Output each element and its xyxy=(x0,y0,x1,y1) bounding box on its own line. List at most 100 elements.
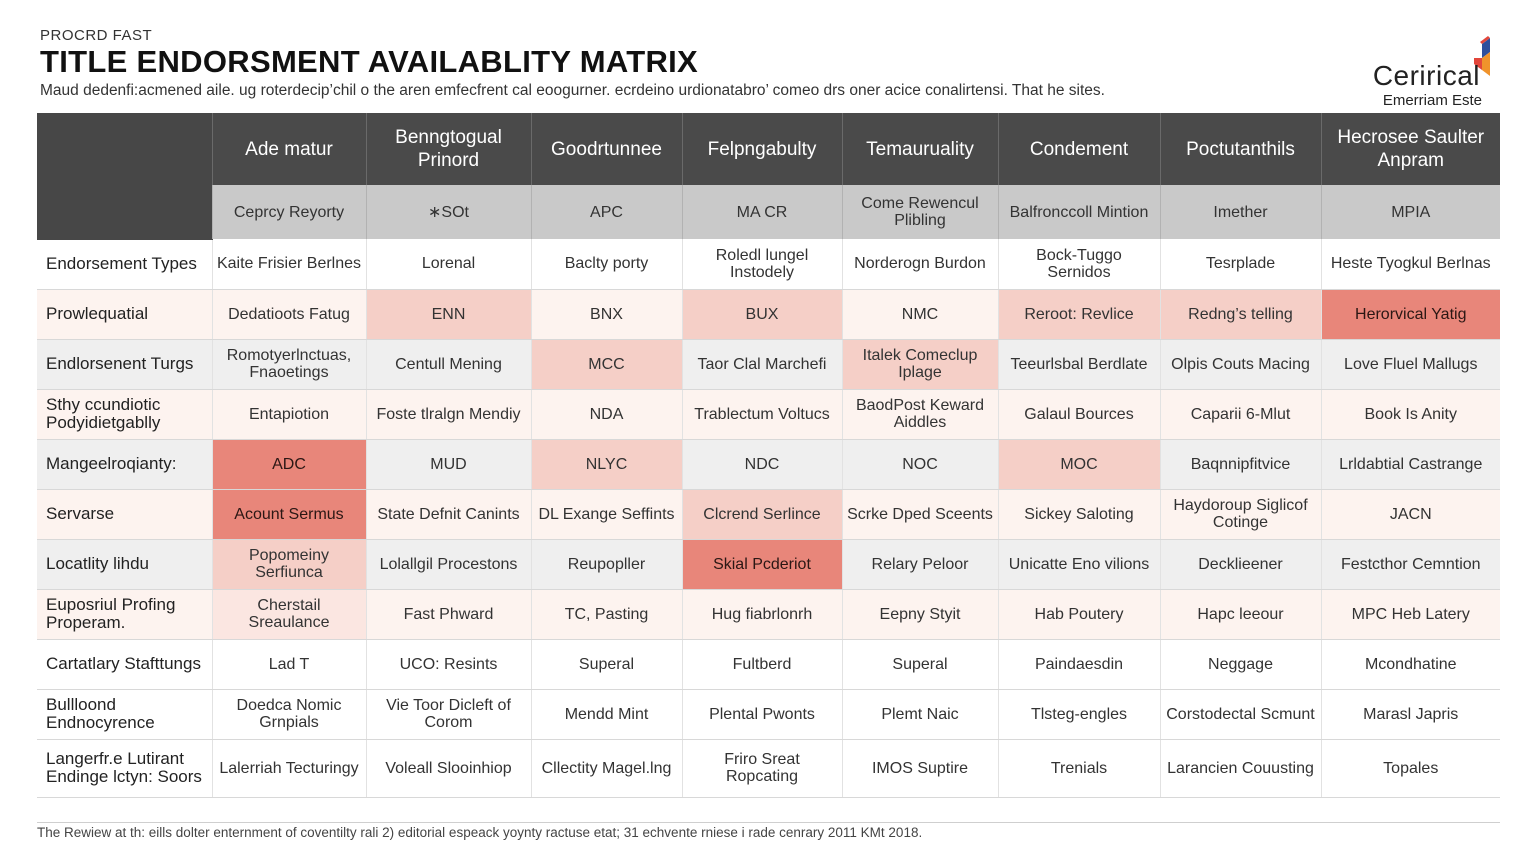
column-header: Benngtogual Prinord xyxy=(365,113,531,185)
table-row: Langerfr.e Lutirant Endinge lctyn: Soors… xyxy=(37,739,1500,798)
matrix-cell: Decklieener xyxy=(1159,539,1321,590)
row-header: Endorsement Types xyxy=(37,239,212,290)
matrix-cell: Popomeiny Serfiunca xyxy=(211,539,366,590)
corner-cell xyxy=(37,113,212,240)
row-header: Prowlequatial xyxy=(37,289,212,340)
matrix-cell: Tesrplade xyxy=(1159,239,1321,290)
column-header-row: Ade matur Benngtogual Prinord Goodrtunnee F… xyxy=(37,113,1500,240)
table-row: Endorsement Types Kaite Frisier Berlnes Lo… xyxy=(37,239,1500,290)
row-header: Cartatlary Stafttungs xyxy=(37,639,212,690)
row-header: Euposriul Profing Properam. xyxy=(37,589,212,640)
matrix-cell: BNX xyxy=(530,289,682,340)
matrix-cell: Larancien Couusting xyxy=(1159,739,1321,798)
matrix-cell: Centull Mening xyxy=(365,339,531,390)
matrix-cell: Fultberd xyxy=(681,639,842,690)
matrix-cell: Acount Sermus xyxy=(211,489,366,540)
matrix-cell: Taor Clal Marchefi xyxy=(681,339,842,390)
column-header: Hecrosee Saulter Anpram xyxy=(1320,113,1500,185)
row-header: Endlorsenent Turgs xyxy=(37,339,212,390)
matrix-cell: Dedatioots Fatug xyxy=(211,289,366,340)
column-subheader-row: Ceprcy Reyorty ∗SOt APC MA CR Come Rewencul … xyxy=(37,185,1500,239)
column-subheader: MPIA xyxy=(1320,185,1500,239)
page-title: TITLE ENDORSMENT AVAILABLITY MATRIX xyxy=(40,44,699,79)
matrix-cell: Fast Phward xyxy=(365,589,531,640)
column-header: Goodrtunnee xyxy=(530,113,682,185)
matrix-cell: NDC xyxy=(681,439,842,490)
brand-subtitle: Emerriam Este xyxy=(1382,92,1482,109)
matrix-cell: Love Fluel Mallugs xyxy=(1320,339,1500,390)
matrix-cell: Eepny Styit xyxy=(841,589,998,640)
matrix-cell: Italek Comeclup Iplage xyxy=(841,339,998,390)
column-header: Poctutanthils xyxy=(1159,113,1321,185)
row-header: Bullloond Endnocyrence xyxy=(37,689,212,740)
matrix-cell: Mendd Mint xyxy=(530,689,682,740)
matrix-cell: MPC Heb Latery xyxy=(1320,589,1500,640)
matrix-cell: MCC xyxy=(530,339,682,390)
matrix-cell: Herorvical Yatig xyxy=(1320,289,1500,340)
column-header: Temauruality xyxy=(841,113,998,185)
column-header: Ade matur xyxy=(211,113,366,185)
matrix-cell: Galaul Bources xyxy=(997,389,1160,440)
matrix-cell: Baqnnipfitvice xyxy=(1159,439,1321,490)
matrix-cell: Voleall Slooinhiop xyxy=(365,739,531,798)
matrix-cell: Cherstail Sreaulance xyxy=(211,589,366,640)
matrix-cell: Scrke Dped Sceents xyxy=(841,489,998,540)
row-header: Servarse xyxy=(37,489,212,540)
endorsement-matrix: Ade matur Benngtogual Prinord Goodrtunnee F… xyxy=(37,113,1500,798)
matrix-cell: Haydoroup Siglicof Cotinge xyxy=(1159,489,1321,540)
matrix-cell: MUD xyxy=(365,439,531,490)
matrix-cell: Plemt Naic xyxy=(841,689,998,740)
table-row: Prowlequatial Dedatioots Fatug ENN BNX BUX NM… xyxy=(37,289,1500,340)
matrix-cell: Neggage xyxy=(1159,639,1321,690)
matrix-cell: Caparii 6-Mlut xyxy=(1159,389,1321,440)
matrix-cell: Olpis Couts Macing xyxy=(1159,339,1321,390)
matrix-cell: Clcrend Serlince xyxy=(681,489,842,540)
brand-mark-icon xyxy=(1474,36,1490,76)
matrix-cell: Marasl Japris xyxy=(1320,689,1500,740)
matrix-cell: Tlsteg-engles xyxy=(997,689,1160,740)
matrix-cell: MOC xyxy=(997,439,1160,490)
matrix-cell: Bock-Tuggo Sernidos xyxy=(997,239,1160,290)
column-subheader: APC xyxy=(530,185,682,239)
matrix-cell: Reupopller xyxy=(530,539,682,590)
matrix-cell: BaodPost Keward Aiddles xyxy=(841,389,998,440)
table-row: Endlorsenent Turgs Romotyerlnctuas, Fnaoe… xyxy=(37,339,1500,390)
matrix-cell: Kaite Frisier Berlnes xyxy=(211,239,366,290)
matrix-cell: Hug fiabrlonrh xyxy=(681,589,842,640)
matrix-cell: IMOS Suptire xyxy=(841,739,998,798)
column-subheader: Come Rewencul Plibling xyxy=(841,185,998,239)
table-row: Sthy ccundiotic Podyidietgablly Entapioti… xyxy=(37,389,1500,440)
matrix-cell: Romotyerlnctuas, Fnaoetings xyxy=(211,339,366,390)
matrix-cell: Hab Poutery xyxy=(997,589,1160,640)
column-subheader: Ceprcy Reyorty xyxy=(211,185,366,239)
matrix-cell: Baclty porty xyxy=(530,239,682,290)
matrix-cell: ENN xyxy=(365,289,531,340)
matrix-cell: Sickey Saloting xyxy=(997,489,1160,540)
matrix-cell: Festcthor Cemntion xyxy=(1320,539,1500,590)
matrix-cell: Doedca Nomic Grnpials xyxy=(211,689,366,740)
matrix-cell: ADC xyxy=(211,439,366,490)
table-row: Servarse Acount Sermus State Defnit Canint… xyxy=(37,489,1500,540)
matrix-cell: Trablectum Voltucs xyxy=(681,389,842,440)
matrix-cell: Lalerriah Tecturingy xyxy=(211,739,366,798)
matrix-cell: Redng’s telling xyxy=(1159,289,1321,340)
column-subheader: ∗SOt xyxy=(365,185,531,239)
matrix-cell: JACN xyxy=(1320,489,1500,540)
matrix-cell: DL Exange Seffints xyxy=(530,489,682,540)
matrix-cell: Unicatte Eno vilions xyxy=(997,539,1160,590)
column-header: Felpngabulty xyxy=(681,113,842,185)
column-subheader: Balfronccoll Mintion xyxy=(997,185,1160,239)
matrix-cell: Lorenal xyxy=(365,239,531,290)
matrix-cell: Superal xyxy=(530,639,682,690)
matrix-cell: Trenials xyxy=(997,739,1160,798)
table-row: Mangeelroqianty: ADC MUD NLYC NDC NOC MOC Baqnn… xyxy=(37,439,1500,490)
row-header: Langerfr.e Lutirant Endinge lctyn: Soors xyxy=(37,739,212,798)
column-header: Condement xyxy=(997,113,1160,185)
matrix-cell: Friro Sreat Ropcating xyxy=(681,739,842,798)
matrix-cell: NLYC xyxy=(530,439,682,490)
matrix-cell: Paindaesdin xyxy=(997,639,1160,690)
column-subheader: Imether xyxy=(1159,185,1321,239)
table-row: Bullloond Endnocyrence Doedca Nomic Grnpi… xyxy=(37,689,1500,740)
matrix-cell: Foste tlralgn Mendiy xyxy=(365,389,531,440)
matrix-cell: Heste Tyogkul Berlnas xyxy=(1320,239,1500,290)
